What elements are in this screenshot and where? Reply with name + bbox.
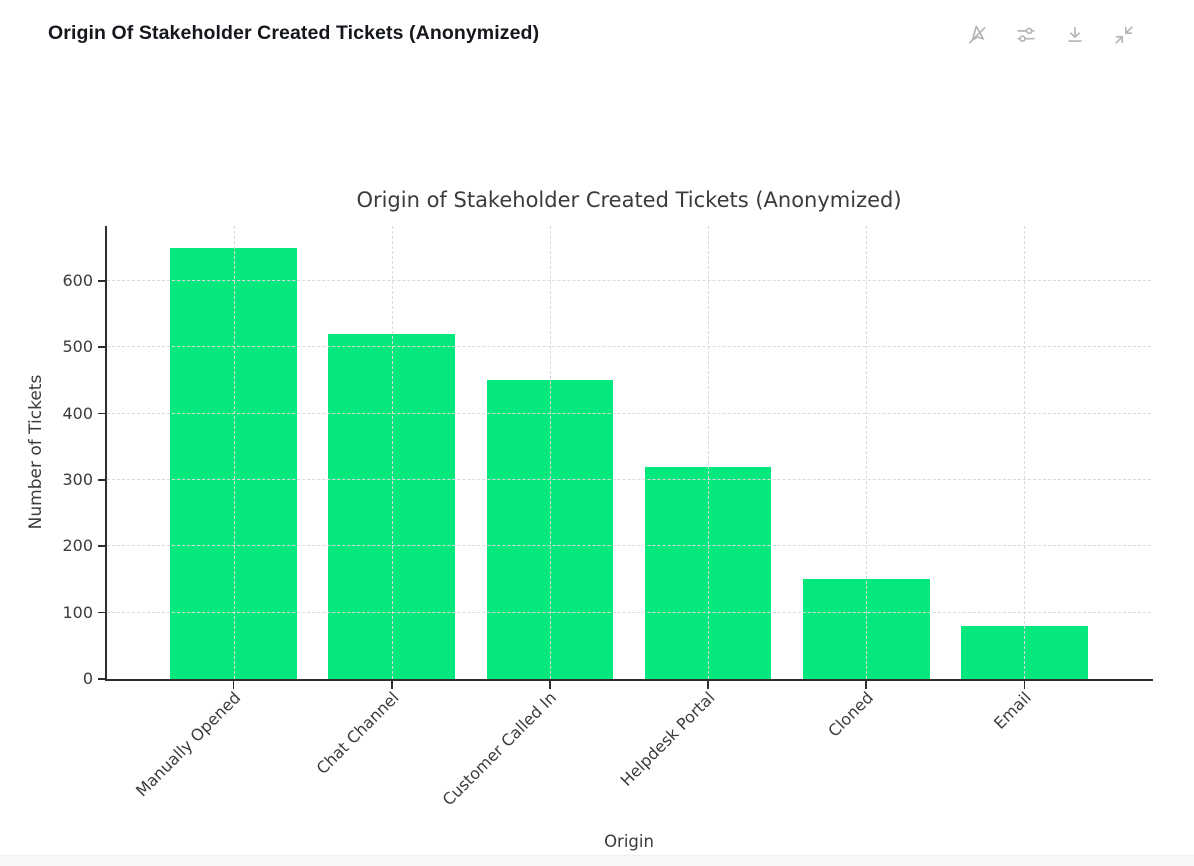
- y-gridline: [107, 545, 1151, 547]
- plot-area: 0 100 200 300 400 500 600 Manually Opened Chat C…: [62, 226, 1153, 809]
- pointer-off-icon: [968, 25, 986, 44]
- download-icon: [1068, 26, 1082, 42]
- y-tick-label: 400: [62, 403, 93, 423]
- bottom-strip: [0, 855, 1194, 866]
- x-gridline: [708, 226, 710, 679]
- y-tick-mark: [98, 412, 106, 415]
- y-tick-mark: [98, 346, 106, 348]
- x-gridline: [1024, 226, 1026, 679]
- x-axis-spine: [105, 679, 1153, 681]
- x-gridline: [233, 226, 235, 679]
- y-tick-mark: [98, 545, 106, 548]
- y-tick-label: 300: [62, 469, 93, 489]
- y-axis-spine: [105, 226, 107, 681]
- x-tick-label: Helpdesk Portal: [616, 688, 719, 790]
- x-tick-mark: [549, 680, 551, 689]
- y-gridline: [107, 478, 1151, 480]
- y-gridline: [107, 412, 1151, 414]
- x-gridline: [866, 226, 868, 679]
- page-title: Origin Of Stakeholder Created Tickets (A…: [48, 22, 540, 44]
- x-tick-mark: [1023, 680, 1026, 689]
- disable-interactivity-button[interactable]: [966, 24, 988, 46]
- x-tick-label: Cloned: [824, 688, 877, 741]
- x-tick-label: Customer Called In: [438, 688, 561, 810]
- x-tick-mark: [390, 680, 393, 689]
- chart-toolbar: [966, 24, 1135, 46]
- collapse-icon: [1115, 26, 1133, 44]
- y-tick-label: 200: [62, 536, 93, 556]
- y-gridline: [107, 346, 1151, 348]
- x-axis-label: Origin: [604, 832, 654, 851]
- x-tick-label: Email: [990, 688, 1035, 733]
- settings-button[interactable]: [1015, 24, 1037, 46]
- collapse-button[interactable]: [1113, 24, 1135, 46]
- y-tick-mark: [98, 678, 106, 680]
- y-tick-label: 0: [82, 669, 93, 688]
- y-tick-label: 500: [62, 337, 93, 357]
- y-gridline: [107, 611, 1151, 613]
- y-tick-mark: [98, 611, 106, 614]
- y-gridline: [107, 279, 1151, 281]
- y-tick-label: 100: [62, 602, 93, 622]
- y-axis-label: Number of Tickets: [26, 374, 46, 530]
- x-gridline: [391, 226, 393, 679]
- bar-email: [961, 625, 1088, 679]
- x-gridline: [549, 226, 551, 679]
- x-tick-mark: [707, 680, 709, 689]
- y-tick-mark: [98, 479, 106, 481]
- x-tick-label: Chat Channel: [312, 688, 403, 778]
- x-tick-label: Manually Opened: [131, 688, 244, 801]
- y-tick-mark: [98, 279, 106, 282]
- sliders-icon: [1017, 27, 1035, 42]
- chart-title: Origin of Stakeholder Created Tickets (A…: [356, 188, 902, 212]
- bar-customer-called-in: [486, 380, 614, 679]
- download-button[interactable]: [1064, 24, 1086, 46]
- y-tick-label: 600: [62, 270, 93, 290]
- x-tick-mark: [865, 680, 868, 689]
- x-tick-mark: [232, 680, 235, 689]
